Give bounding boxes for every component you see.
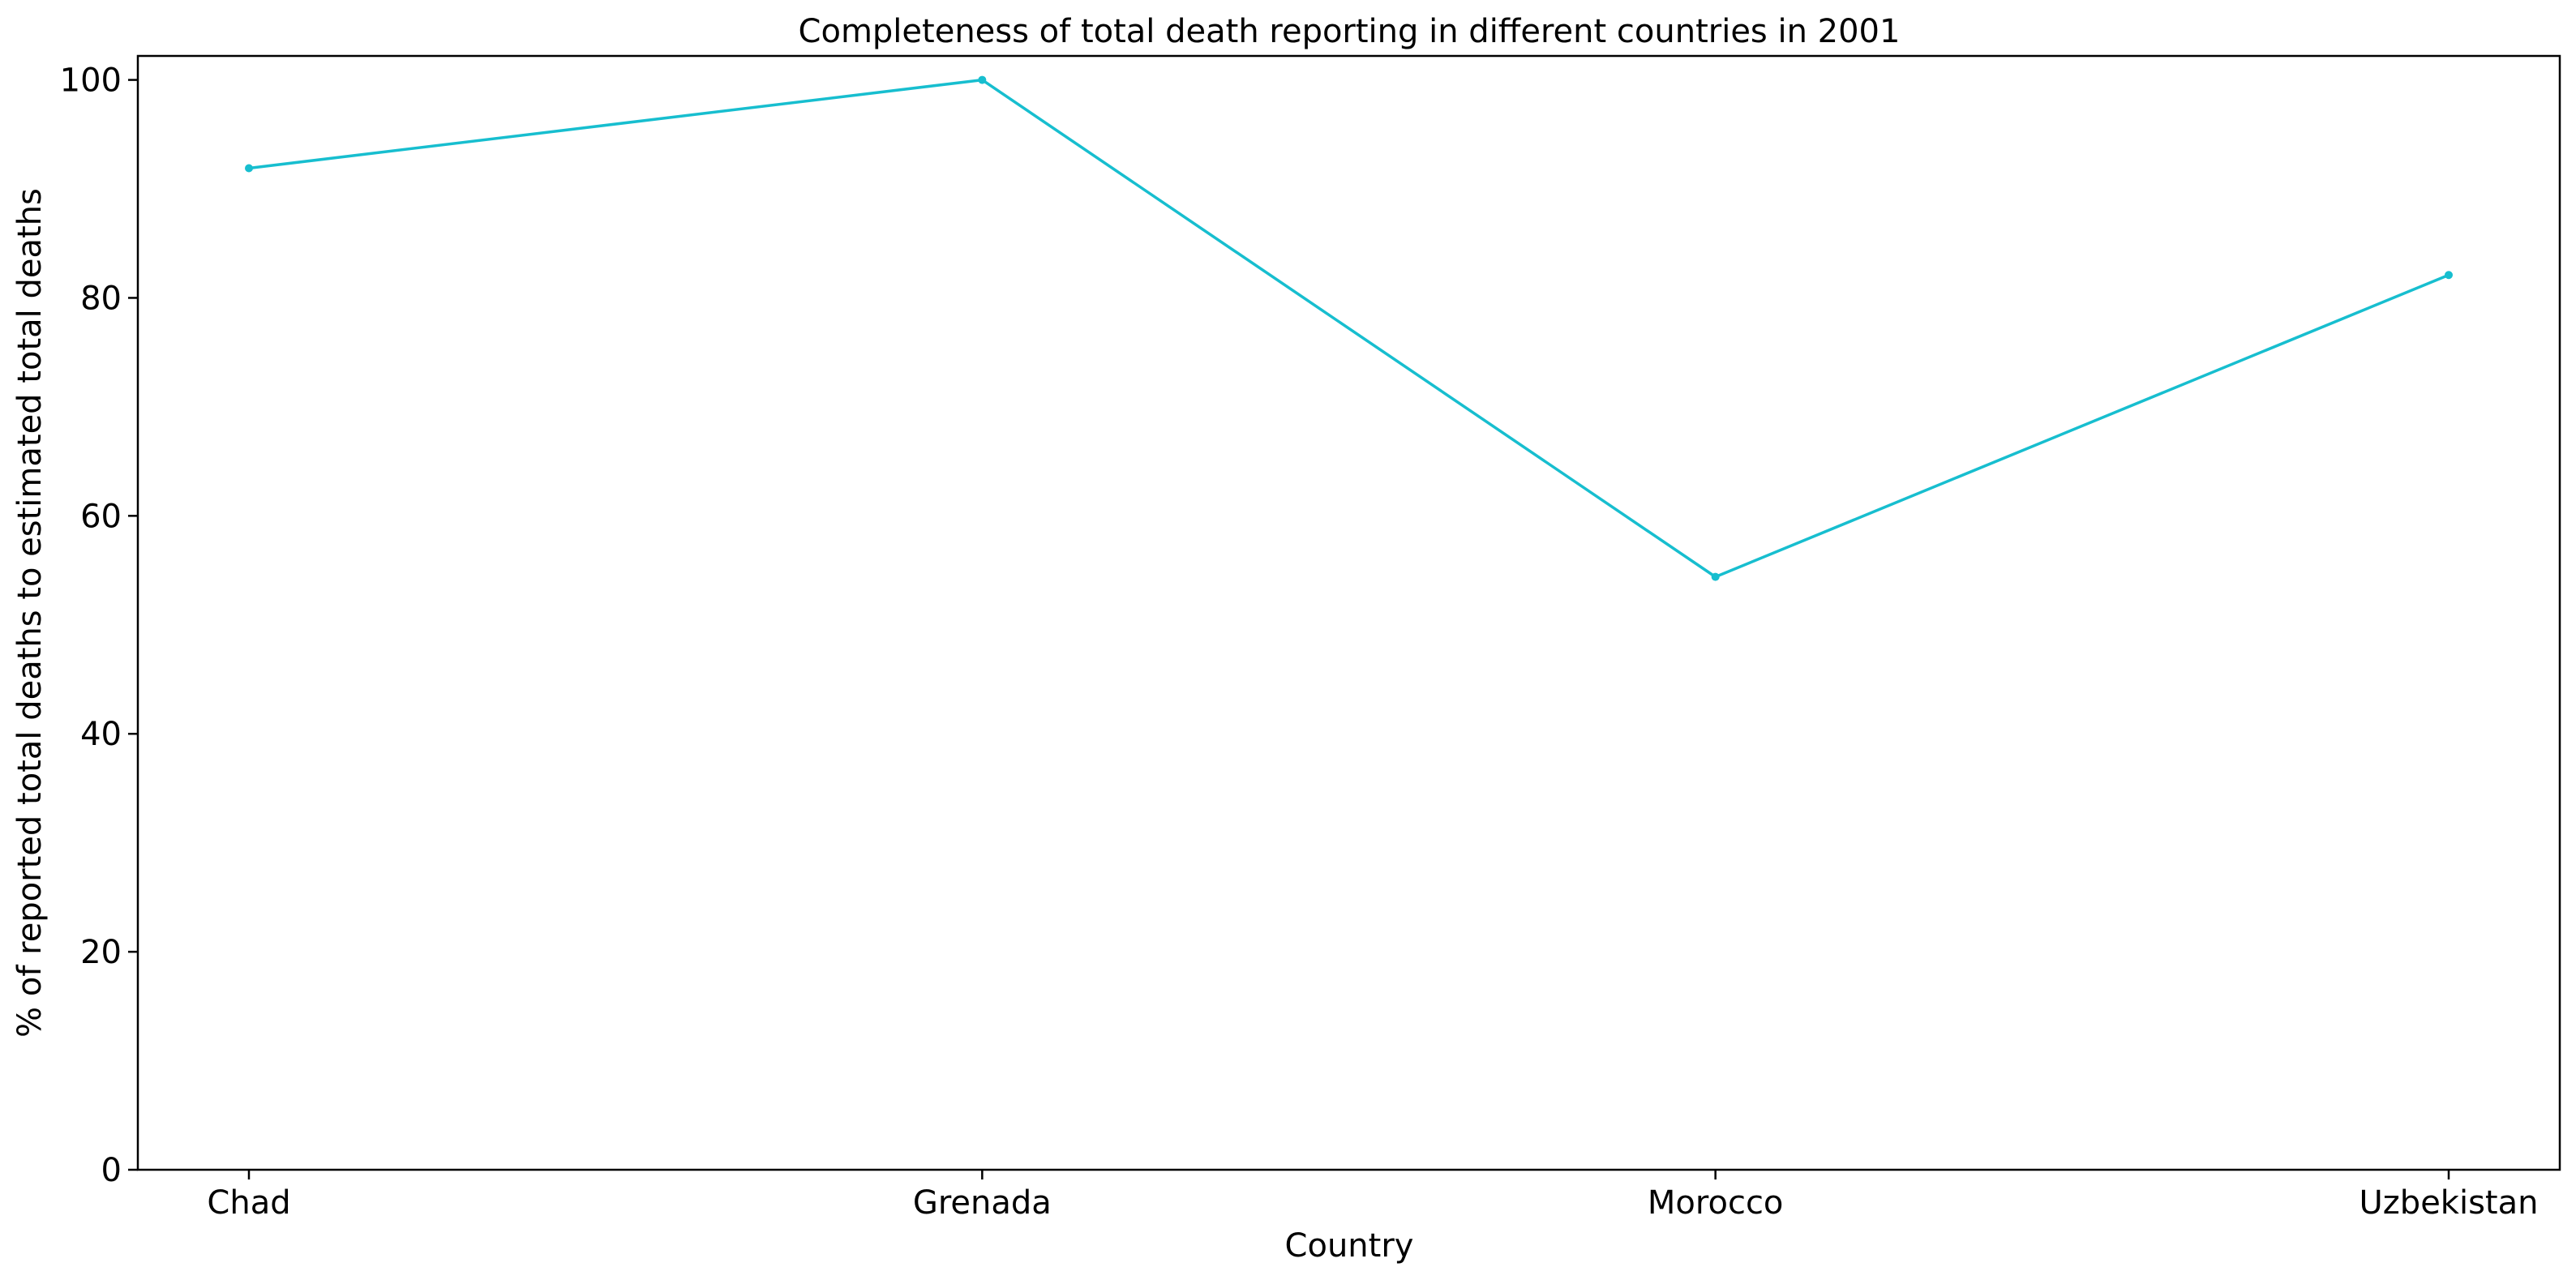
y-tick-label: 20 <box>80 934 122 971</box>
y-axis-ticks: 0 20 40 60 80 100 <box>60 62 138 1189</box>
x-tick-label-uzbekistan: Uzbekistan <box>2360 1184 2539 1222</box>
series-line <box>248 78 2450 579</box>
data-point-uzbekistan <box>2445 271 2453 280</box>
chart-title: Completeness of total death reporting in… <box>799 13 1901 50</box>
data-point-morocco <box>1711 572 1720 581</box>
y-tick-label: 80 <box>80 280 122 317</box>
plot-frame <box>136 54 2561 1171</box>
y-tick-label: 40 <box>80 716 122 753</box>
y-axis-title: % of reported total deaths to estimated … <box>11 188 49 1038</box>
x-axis-ticks: Chad Grenada Morocco Uzbekistan <box>207 1170 2538 1222</box>
x-tick-label-grenada: Grenada <box>913 1184 1052 1222</box>
x-axis-title: Country <box>1285 1227 1414 1265</box>
y-tick-label: 60 <box>80 498 122 535</box>
x-tick-label-chad: Chad <box>207 1184 290 1222</box>
series-layer <box>245 75 2453 581</box>
x-tick-label-morocco: Morocco <box>1648 1184 1783 1222</box>
y-tick-label: 100 <box>60 62 122 100</box>
y-tick-label: 0 <box>101 1152 122 1189</box>
data-point-chad <box>245 164 253 173</box>
data-point-grenada <box>978 75 987 84</box>
